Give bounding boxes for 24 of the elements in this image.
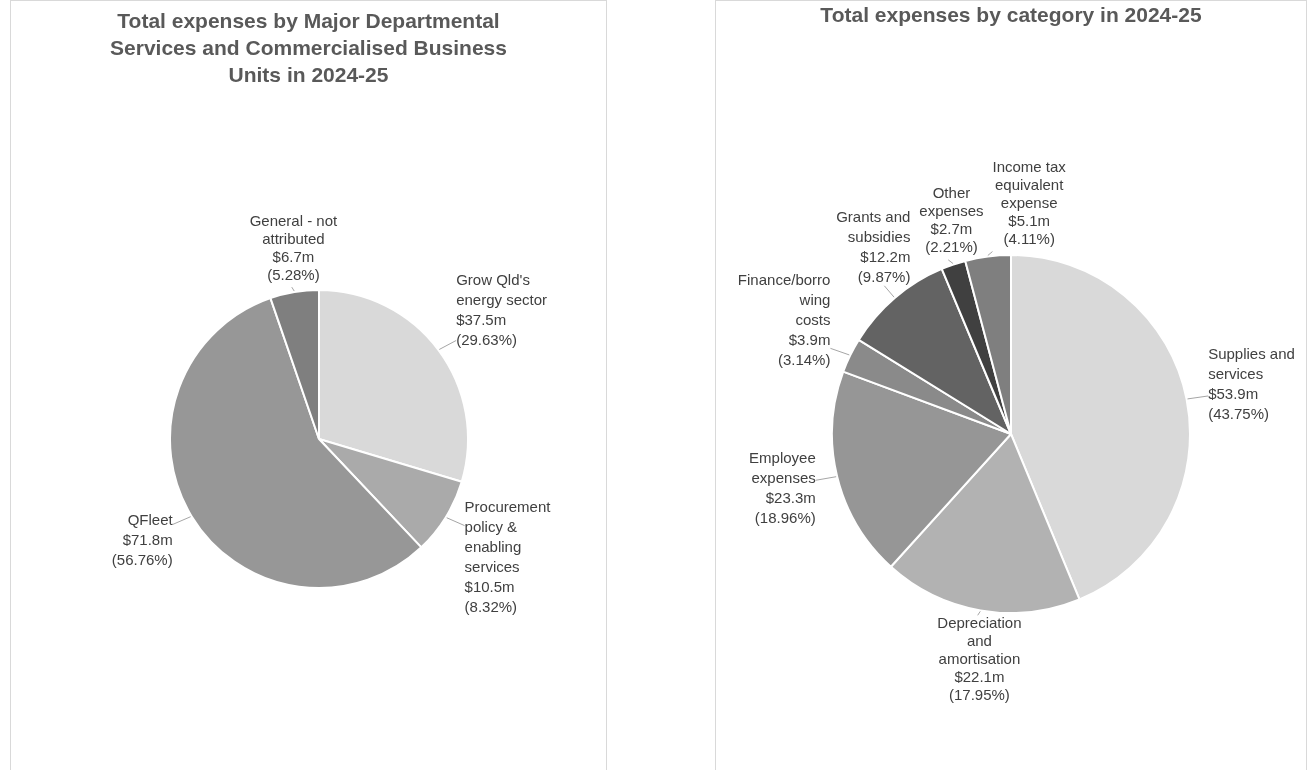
slice-label: General - not attributed <box>249 211 339 247</box>
slice-label: QFleet <box>127 510 174 528</box>
slice-label: Grow Qld's energy sector <box>456 270 548 308</box>
data-label: $12.2m (9.87%) <box>857 248 911 286</box>
data-label: $71.8m (56.76%) <box>111 530 173 568</box>
data-label: $2.7m (2.21%) <box>925 220 978 256</box>
data-label: $10.5m (8.32%) <box>464 577 518 615</box>
slice-label: Grants and subsidies <box>836 208 911 246</box>
slice-label: Income tax equivalent expense <box>992 158 1067 212</box>
slice-label: Finance/borrowing costs <box>737 271 831 329</box>
data-label: $53.9m (43.75%) <box>1208 384 1270 422</box>
data-label: $23.3m (18.96%) <box>754 488 816 526</box>
data-label: $6.7m (5.28%) <box>267 247 320 283</box>
data-label: $37.5m (29.63%) <box>456 310 518 348</box>
chart-title: Total expenses by category in 2024-25 <box>819 2 1203 28</box>
chart-title: Total expenses by Major Departmental Services and Commercialised Business Units in 2024-25 <box>109 8 508 88</box>
slice-label: Procurement policy & enabling services <box>464 497 552 575</box>
slice-label: Supplies and services <box>1208 344 1295 382</box>
slice-label: Employee expenses <box>749 448 816 486</box>
data-label: $22.1m (17.95%) <box>948 667 1010 703</box>
data-label: $5.1m (4.11%) <box>1003 212 1055 248</box>
slice-label: Other expenses <box>919 184 984 220</box>
slice-label: Depreciation and amortisation <box>937 613 1022 667</box>
data-label: $3.9m (3.14%) <box>777 331 831 369</box>
